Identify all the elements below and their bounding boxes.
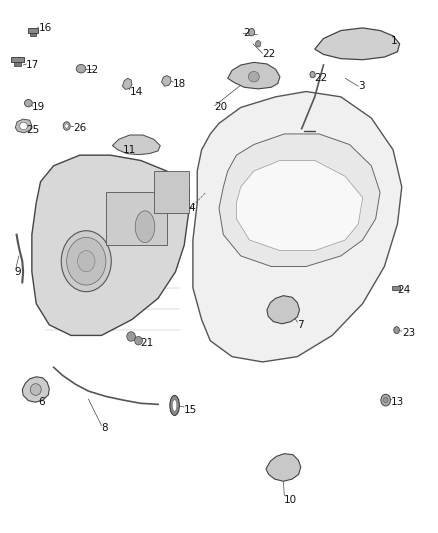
Polygon shape [32,155,188,335]
Ellipse shape [76,64,86,73]
Polygon shape [22,377,49,402]
Ellipse shape [67,237,106,285]
Bar [154,171,188,214]
Ellipse shape [78,251,95,272]
Text: 13: 13 [391,397,404,407]
Ellipse shape [65,124,68,128]
Polygon shape [15,119,32,133]
Text: 12: 12 [86,66,99,75]
Text: 2: 2 [243,28,250,38]
Polygon shape [267,296,300,324]
Text: 25: 25 [27,125,40,135]
Text: 16: 16 [39,23,52,33]
Text: 7: 7 [297,320,304,330]
Text: 8: 8 [102,423,108,433]
Ellipse shape [249,28,254,36]
Bar [392,286,400,290]
Text: 15: 15 [184,405,198,415]
Bar [30,33,36,36]
Polygon shape [228,62,280,89]
Text: 26: 26 [73,123,86,133]
Polygon shape [219,134,380,266]
Text: 14: 14 [130,86,143,96]
Text: 9: 9 [14,267,21,277]
Polygon shape [266,454,301,481]
Text: 4: 4 [188,203,195,213]
Polygon shape [315,28,399,60]
Bar [106,192,167,245]
Ellipse shape [63,122,70,130]
Text: 18: 18 [173,78,187,88]
Ellipse shape [135,211,155,243]
Text: 24: 24 [397,285,411,295]
Ellipse shape [173,400,177,411]
Text: 19: 19 [32,102,45,112]
Bar [28,28,39,33]
Ellipse shape [127,332,135,341]
Polygon shape [193,92,402,362]
Ellipse shape [310,71,315,78]
Text: 10: 10 [284,495,297,505]
Ellipse shape [20,122,28,130]
Text: 21: 21 [141,338,154,349]
Polygon shape [162,76,171,86]
Text: 23: 23 [402,328,415,338]
Ellipse shape [61,231,111,292]
Text: 3: 3 [358,81,365,91]
Polygon shape [122,78,132,90]
Ellipse shape [255,41,261,47]
Ellipse shape [30,384,41,395]
Text: 17: 17 [25,60,39,70]
Polygon shape [113,135,160,155]
Ellipse shape [25,100,32,107]
Bar [11,57,24,62]
Ellipse shape [394,327,399,334]
Bar [14,62,21,66]
Ellipse shape [384,398,388,403]
Ellipse shape [170,395,180,416]
Text: 22: 22 [262,50,276,59]
Ellipse shape [134,336,142,345]
Text: 11: 11 [123,145,137,155]
Polygon shape [237,160,363,251]
Ellipse shape [248,71,259,82]
Text: 1: 1 [391,36,398,46]
Text: 22: 22 [315,73,328,83]
Text: 20: 20 [215,102,228,112]
Ellipse shape [381,394,391,406]
Text: 6: 6 [39,397,45,407]
